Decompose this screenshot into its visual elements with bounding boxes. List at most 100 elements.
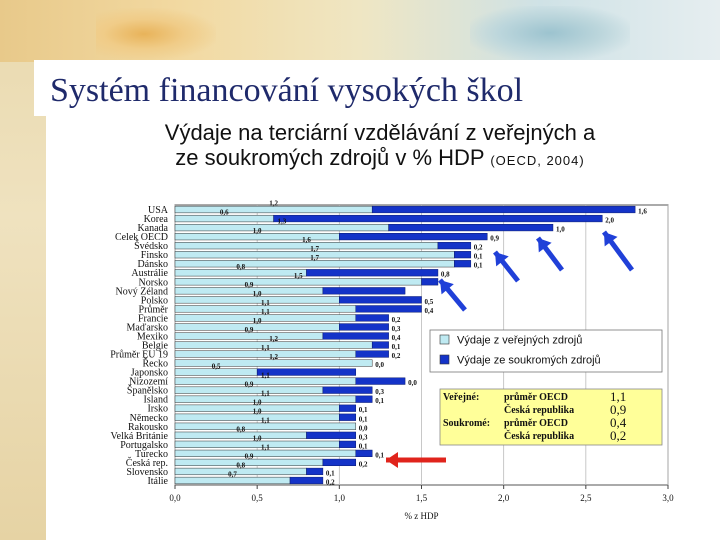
data-label-private: 0,2 [392, 316, 401, 324]
category-label: Itálie [147, 476, 168, 487]
bar-private [256, 368, 357, 376]
category-label: Rakousko [128, 422, 168, 433]
bar-private [371, 205, 636, 214]
data-label-public: 1,0 [253, 290, 262, 298]
data-label-private: 0,4 [425, 307, 434, 315]
bar-private [273, 214, 603, 223]
arrow-blue-head [604, 232, 618, 247]
data-label-private: 0,3 [392, 325, 401, 333]
bar-private [306, 431, 357, 439]
data-label-private: 0,2 [359, 460, 368, 468]
chart-source: (OECD, 2004) [490, 153, 585, 168]
category-label: Německo [130, 413, 168, 424]
x-tick-label: 1,0 [334, 493, 346, 503]
category-label: Maďarsko [127, 322, 168, 333]
legend-swatch [439, 334, 450, 345]
arrow-blue-head [495, 252, 509, 267]
data-label-public: 1,7 [310, 245, 319, 253]
title-band [34, 60, 720, 116]
bar-private [322, 458, 357, 467]
bar-private [454, 251, 472, 259]
decorative-leaf-image [470, 6, 630, 60]
chart-title-line2: ze soukromých zdrojů v % HDP [175, 145, 485, 170]
legend: Výdaje z veřejných zdrojů Výdaje ze soukr… [429, 329, 663, 373]
bar-private [322, 332, 389, 340]
bar-public [174, 422, 357, 430]
data-label-public: 1,6 [302, 236, 311, 244]
bar-private [339, 233, 488, 241]
category-label: USA [148, 205, 169, 216]
summary-value: 0,4 [610, 415, 627, 430]
data-label-public: 1,2 [269, 353, 278, 361]
data-label-public: 1,0 [253, 398, 262, 406]
bar-private [355, 305, 422, 313]
arrow-blue-head [538, 238, 552, 253]
arrow-blue-head [440, 280, 454, 295]
category-label: Průměr EU 19 [110, 350, 168, 361]
data-label-public: 1,1 [261, 371, 270, 379]
summary-item: průměr OECD [504, 392, 568, 403]
data-label-public: 1,1 [261, 444, 270, 452]
data-label-private: 0,9 [490, 235, 499, 243]
category-label: Irsko [147, 404, 168, 415]
category-label: Česká rep. [126, 457, 168, 469]
category-label: Korea [144, 214, 169, 225]
category-label: Slovensko [126, 467, 168, 478]
summary-box [439, 388, 663, 446]
summary-item: Česká republika [504, 429, 574, 442]
arrow-red-head [386, 452, 398, 468]
category-label: Japonsko [131, 368, 168, 379]
data-label-public: 1,0 [253, 435, 262, 443]
data-label-private: 0,3 [375, 388, 384, 396]
data-label-public: 1,1 [261, 299, 270, 307]
category-label: Průměr [139, 304, 169, 315]
data-label-private: 0,3 [359, 433, 368, 441]
legend-swatch [439, 354, 450, 365]
category-label: Švédsko [134, 240, 168, 252]
bar-public [174, 359, 373, 367]
data-label-public: 0,5 [212, 362, 221, 370]
bar-private [339, 404, 357, 412]
bar-private [371, 341, 389, 349]
summary-group: Soukromé: [443, 418, 490, 429]
bar-private [322, 287, 406, 295]
category-label: Norsko [139, 277, 168, 288]
summary-item: průměr OECD [504, 418, 568, 429]
data-label-public: 0,9 [245, 281, 254, 289]
x-tick-label: 3,0 [662, 493, 674, 503]
data-label-public: 1,7 [310, 254, 319, 262]
category-label: Mexiko [137, 331, 168, 342]
data-label-private: 0,1 [392, 343, 401, 351]
bar-private [339, 296, 422, 304]
bar-private [388, 223, 554, 232]
x-tick-label: 0,5 [252, 493, 264, 503]
x-tick-label: 1,5 [416, 493, 428, 503]
data-label-private: 1,0 [556, 226, 565, 234]
data-label-private: 0,0 [375, 361, 384, 369]
category-label: Turecko [135, 449, 168, 460]
bar-private [355, 395, 373, 403]
data-label-private: 0,1 [326, 469, 335, 477]
data-label-private: 1,6 [638, 208, 647, 216]
data-label-public: 1,1 [261, 389, 270, 397]
data-label-public: 0,8 [236, 263, 245, 271]
data-label-public: 1,1 [261, 416, 270, 424]
bar-private [322, 386, 373, 394]
bar-private [355, 449, 373, 457]
data-label-public: 0,9 [245, 453, 254, 461]
bar-private [306, 467, 324, 476]
annotation-arrows [386, 230, 635, 468]
data-label-private: 0,2 [392, 352, 401, 360]
data-label-private: 0,0 [359, 424, 368, 432]
chart-title-line1: Výdaje na terciární vzdělávání z veřejný… [164, 120, 596, 145]
category-label: Portugalsko [120, 440, 168, 451]
data-label-private: 0,5 [425, 298, 434, 306]
category-label: Celek OECD [115, 232, 168, 243]
data-label-private: 0,0 [408, 379, 417, 387]
bar-private [339, 440, 357, 448]
bar-private [339, 413, 357, 421]
bar-private [454, 260, 472, 268]
data-label-public: 1,0 [253, 407, 262, 415]
plot-layer: 0,0 0,5 1,0 1,5 2,0 2,5 3,0 % z HDP USA 1,2 1,6 Kor… [110, 200, 674, 521]
bar-private [437, 242, 472, 250]
